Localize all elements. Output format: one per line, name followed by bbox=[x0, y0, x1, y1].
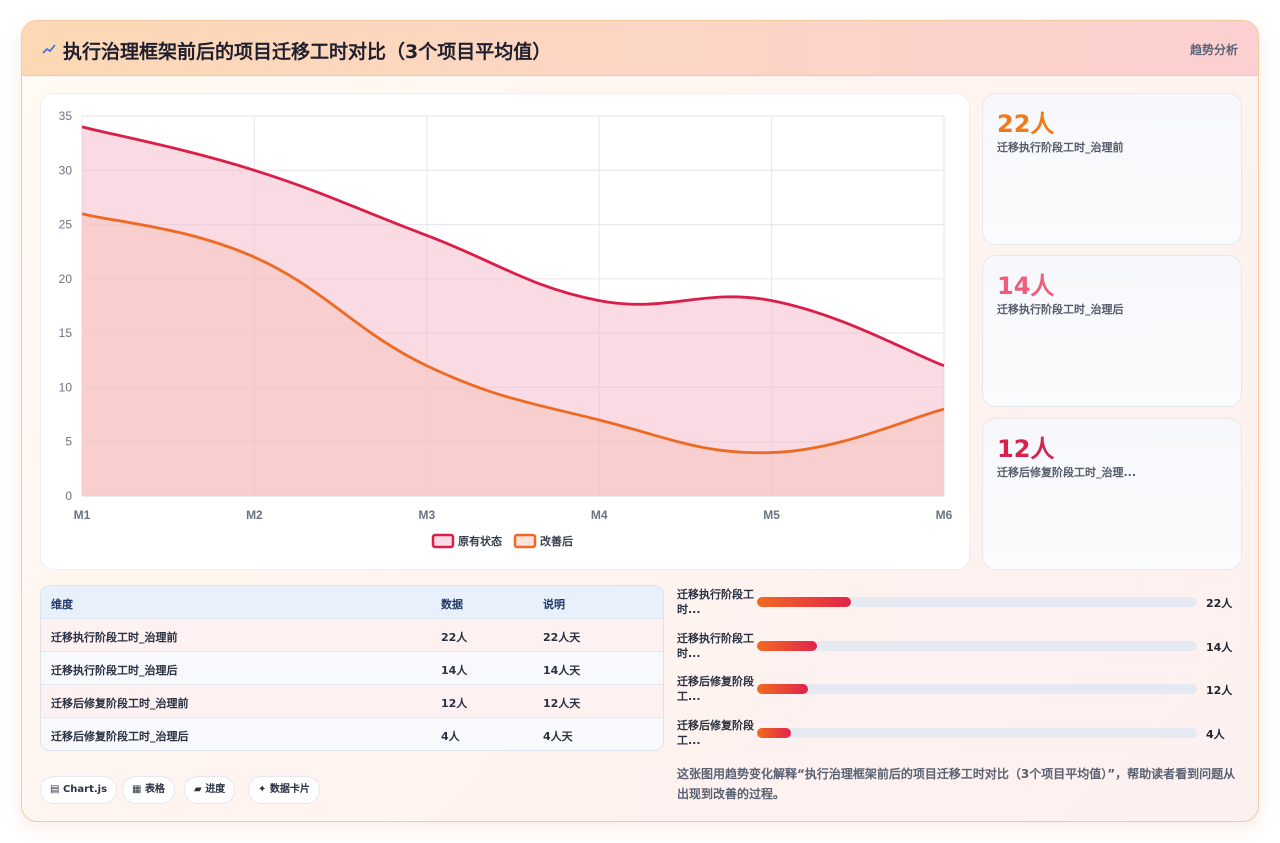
table-row: 迁移后修复阶段工时_治理前 12人 12人天 bbox=[41, 685, 663, 718]
progress-value: 22人 bbox=[1206, 597, 1233, 610]
y-tick-label: 15 bbox=[59, 326, 73, 340]
x-tick-label: M2 bbox=[246, 508, 263, 522]
chip-label: 进度 bbox=[205, 784, 226, 795]
progress-track bbox=[757, 641, 1197, 651]
table-header-row: 维度 数据 说明 bbox=[41, 586, 663, 619]
legend-label: 原有状态 bbox=[458, 534, 502, 548]
table-cell: 迁移执行阶段工时_治理前 bbox=[51, 631, 178, 644]
table-cell: 22人 bbox=[441, 631, 468, 644]
progress-fill bbox=[757, 597, 852, 607]
data-table: 维度 数据 说明 迁移执行阶段工时_治理前 22人 22人天 迁移执行阶段工时_… bbox=[40, 585, 664, 751]
table-cell: 12人天 bbox=[543, 697, 581, 710]
progress-track bbox=[757, 728, 1197, 738]
table-cell: 迁移后修复阶段工时_治理后 bbox=[51, 730, 189, 743]
area-chart: 0 5 10 15 20 25 30 35 M1 M2 M3 M4 M5 M6 原有状态 改善后 bbox=[40, 93, 970, 570]
chip-chartjs[interactable]: ▤ Chart.js bbox=[40, 776, 118, 804]
stat-label: 迁移执行阶段工时_治理后 bbox=[997, 303, 1124, 316]
trend-line-icon bbox=[42, 44, 56, 54]
chip-progress[interactable]: ▰ 进度 bbox=[184, 776, 236, 804]
series-line bbox=[81, 125, 945, 368]
y-tick-label: 5 bbox=[65, 435, 72, 449]
progress-fill bbox=[757, 728, 791, 738]
table-cell: 14人天 bbox=[543, 664, 581, 677]
stat-card: 14人 迁移执行阶段工时_治理后 bbox=[982, 255, 1242, 407]
progress-fill bbox=[757, 641, 817, 651]
y-tick-label: 25 bbox=[59, 218, 73, 232]
table-header-cell: 数据 bbox=[441, 598, 463, 611]
progress-value: 12人 bbox=[1206, 684, 1233, 697]
page-title: 执行治理框架前后的项目迁移工时对比（3个项目平均值） bbox=[63, 41, 552, 63]
progress-track bbox=[757, 684, 1197, 694]
progress-label: 迁移执行阶段工时... bbox=[677, 588, 754, 616]
series-area bbox=[82, 213, 944, 496]
chart-description: 这张图用趋势变化解释“执行治理框架前后的项目迁移工时对比（3个项目平均值）”，帮… bbox=[677, 767, 1236, 801]
table-row: 迁移执行阶段工时_治理后 14人 14人天 bbox=[41, 652, 663, 685]
progress-row: 迁移后修复阶段工... 12人 bbox=[677, 674, 1237, 710]
progress-value: 4人 bbox=[1206, 728, 1225, 741]
table-cell: 4人天 bbox=[543, 730, 573, 743]
legend-swatch bbox=[431, 533, 455, 549]
table-cell: 迁移后修复阶段工时_治理前 bbox=[51, 697, 189, 710]
chip-table[interactable]: ▦ 表格 bbox=[122, 776, 175, 804]
table-row: 迁移后修复阶段工时_治理后 4人 4人天 bbox=[41, 718, 663, 750]
progress-label: 迁移执行阶段工时... bbox=[677, 632, 754, 660]
y-tick-label: 30 bbox=[59, 163, 73, 177]
legend-swatch bbox=[513, 533, 537, 549]
progress-fill bbox=[757, 684, 809, 694]
table-row: 迁移执行阶段工时_治理前 22人 22人天 bbox=[41, 619, 663, 652]
table-header-cell: 说明 bbox=[543, 598, 565, 611]
table-cell: 12人 bbox=[441, 697, 468, 710]
stat-label: 迁移执行阶段工时_治理前 bbox=[997, 141, 1124, 154]
chip-label: Chart.js bbox=[62, 784, 108, 795]
stat-card: 22人 迁移执行阶段工时_治理前 bbox=[982, 93, 1242, 245]
progress-track bbox=[757, 597, 1197, 607]
card-header: 执行治理框架前后的项目迁移工时对比（3个项目平均值） 趋势分析 bbox=[22, 21, 1258, 76]
table-cell: 22人天 bbox=[543, 631, 581, 644]
table-icon: ▦ bbox=[132, 784, 142, 795]
y-tick-label: 20 bbox=[59, 272, 73, 286]
stat-card: 12人 迁移后修复阶段工时_治理... bbox=[982, 418, 1242, 570]
x-tick-label: M1 bbox=[74, 508, 91, 522]
progress-row: 迁移后修复阶段工... 4人 bbox=[677, 718, 1237, 754]
x-tick-label: M6 bbox=[936, 508, 953, 522]
sparkle-icon: ✦ bbox=[258, 784, 267, 795]
y-tick-label: 35 bbox=[59, 109, 73, 123]
header-tag: 趋势分析 bbox=[1189, 43, 1238, 57]
progress-label: 迁移后修复阶段工... bbox=[677, 719, 754, 747]
y-tick-label: 0 bbox=[65, 489, 72, 503]
stat-value: 12人 bbox=[997, 435, 1055, 463]
progress-value: 14人 bbox=[1206, 641, 1233, 654]
progress-icon: ▰ bbox=[194, 784, 202, 795]
chip-label: 表格 bbox=[144, 784, 165, 795]
series-area bbox=[82, 126, 944, 496]
legend-label: 改善后 bbox=[540, 534, 573, 548]
y-tick-label: 10 bbox=[59, 380, 73, 394]
x-tick-label: M5 bbox=[763, 508, 780, 522]
stat-value: 22人 bbox=[997, 110, 1055, 138]
stat-value: 14人 bbox=[997, 272, 1055, 300]
stat-label: 迁移后修复阶段工时_治理... bbox=[997, 466, 1137, 479]
chip-label: 数据卡片 bbox=[269, 784, 310, 795]
table-cell: 14人 bbox=[441, 664, 468, 677]
chip-data-cards[interactable]: ✦ 数据卡片 bbox=[248, 776, 320, 804]
table-header-cell: 维度 bbox=[51, 598, 73, 611]
chart-icon: ▤ bbox=[50, 784, 60, 795]
x-tick-label: M4 bbox=[591, 508, 608, 522]
table-cell: 4人 bbox=[441, 730, 460, 743]
dashboard-card: 执行治理框架前后的项目迁移工时对比（3个项目平均值） 趋势分析 0 5 10 15 20… bbox=[21, 20, 1259, 822]
x-tick-label: M3 bbox=[418, 508, 435, 522]
progress-row: 迁移执行阶段工时... 14人 bbox=[677, 631, 1237, 667]
chart-svg: 0 5 10 15 20 25 30 35 M1 M2 M3 M4 M5 M6 原有状态 改善后 bbox=[59, 109, 953, 549]
table-cell: 迁移执行阶段工时_治理后 bbox=[51, 664, 178, 677]
progress-row: 迁移执行阶段工时... 22人 bbox=[677, 587, 1237, 623]
progress-label: 迁移后修复阶段工... bbox=[677, 675, 754, 703]
series-line bbox=[81, 212, 945, 455]
